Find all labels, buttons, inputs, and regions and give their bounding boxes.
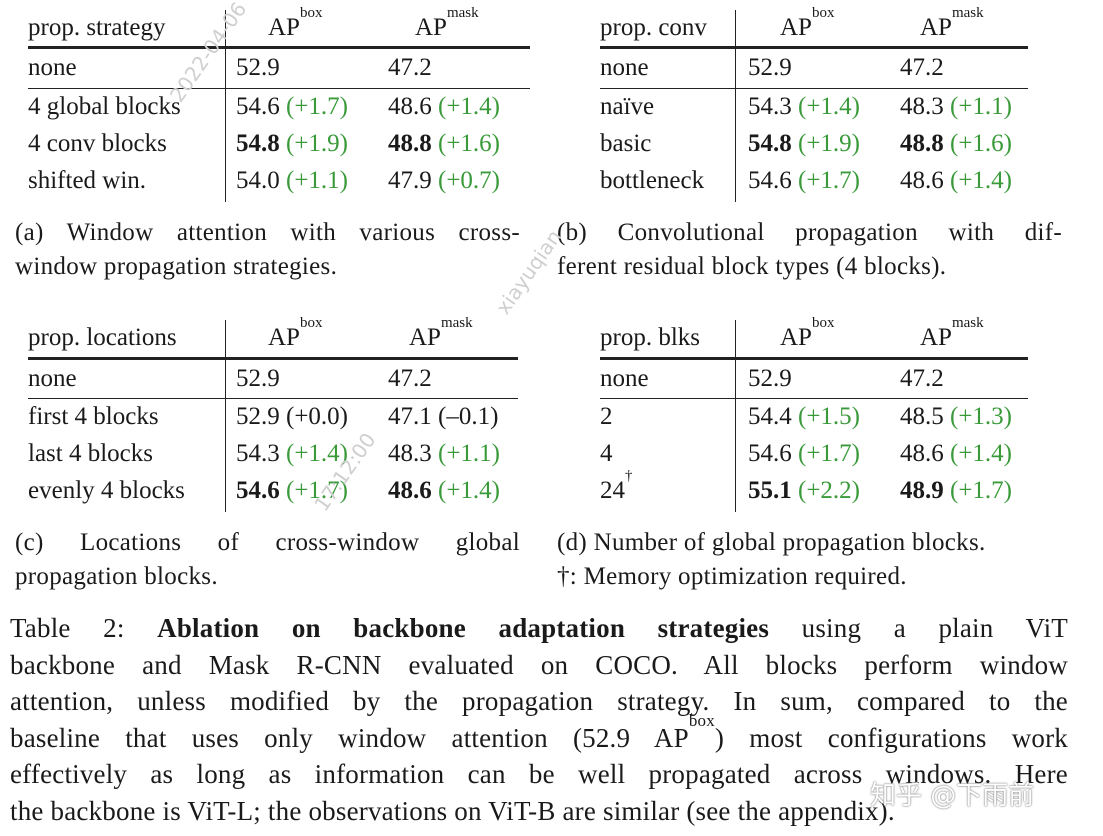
header-rule <box>600 46 1028 49</box>
header-ap-box: APbox <box>780 314 835 351</box>
header-label: prop. locations <box>28 324 177 351</box>
mask-value: 47.9 (+0.7) <box>388 167 500 194</box>
row-label: 4 global blocks <box>28 93 181 120</box>
table-b: prop. conv APbox APmask none 52.9 47.2 n… <box>600 4 1028 202</box>
box-value: 54.6 (+1.7) <box>748 167 860 194</box>
header-ap-box: APbox <box>780 4 835 41</box>
mask-value: 48.6 (+1.4) <box>388 477 500 504</box>
row-label: shifted win. <box>28 167 147 194</box>
box-value: 54.6 (+1.7) <box>236 477 348 504</box>
row-label: bottleneck <box>600 167 705 194</box>
column-divider <box>735 320 736 512</box>
column-divider <box>225 320 226 512</box>
caption-line: effectively as long as information can b… <box>10 759 1068 789</box>
caption-a: (a) Window attention with various cross-… <box>15 219 520 280</box>
column-divider <box>225 10 226 202</box>
header-ap-mask: APmask <box>409 314 473 351</box>
mask-value: 47.2 <box>388 54 432 81</box>
table-c: prop. locations APbox APmask none 52.9 4… <box>28 314 518 512</box>
table-a: prop. strategy APbox APmask none 52.9 47… <box>28 4 530 202</box>
box-value: 54.3 (+1.4) <box>748 93 860 120</box>
mask-value: 48.9 (+1.7) <box>900 477 1012 504</box>
table-caption: Table 2: Ablation on backbone adaptation… <box>10 610 1068 829</box>
box-value: 55.1 (+2.2) <box>748 477 860 504</box>
mask-value: 47.2 <box>900 54 944 81</box>
box-value: 52.9 <box>236 54 280 81</box>
row-rule <box>28 398 518 399</box>
header-ap-box: APbox <box>268 4 323 41</box>
mask-value: 48.6 (+1.4) <box>900 167 1012 194</box>
header-ap-mask: APmask <box>415 4 479 41</box>
box-value: 54.3 (+1.4) <box>236 440 348 467</box>
header-label: prop. conv <box>600 14 707 41</box>
row-label: 2 <box>600 403 613 430</box>
mask-value: 48.6 (+1.4) <box>900 440 1012 467</box>
mask-value: 48.3 (+1.1) <box>388 440 500 467</box>
box-value: 54.8 (+1.9) <box>236 130 348 157</box>
box-value: 52.9 <box>748 54 792 81</box>
caption-c: (c) Locations of cross-window global pro… <box>15 529 520 590</box>
header-rule <box>28 357 518 360</box>
row-label: none <box>600 54 649 81</box>
header-rule <box>28 46 530 49</box>
column-divider <box>735 10 736 202</box>
box-value: 54.6 (+1.7) <box>236 93 348 120</box>
mask-value: 48.3 (+1.1) <box>900 93 1012 120</box>
row-label: basic <box>600 130 652 157</box>
header-ap-mask: APmask <box>920 4 984 41</box>
mask-value: 48.8 (+1.6) <box>388 130 500 157</box>
row-rule <box>600 88 1028 89</box>
header-ap-box: APbox <box>268 314 323 351</box>
mask-value: 48.8 (+1.6) <box>900 130 1012 157</box>
box-value: 52.9 <box>748 365 792 392</box>
box-value: 54.0 (+1.1) <box>236 167 348 194</box>
mask-value: 47.1 (–0.1) <box>388 403 499 430</box>
zhihu-watermark: 知乎 @下雨前 <box>870 781 1035 811</box>
mask-value: 47.2 <box>388 365 432 392</box>
header-label: prop. strategy <box>28 14 166 41</box>
mask-value: 47.2 <box>900 365 944 392</box>
header-ap-mask: APmask <box>920 314 984 351</box>
header-label: prop. blks <box>600 324 700 351</box>
box-value: 54.4 (+1.5) <box>748 403 860 430</box>
row-label: first 4 blocks <box>28 403 159 430</box>
caption-b: (b) Convolutional propagation with dif- … <box>557 219 1062 280</box>
row-label: evenly 4 blocks <box>28 477 185 504</box>
row-rule <box>600 398 1028 399</box>
row-rule <box>28 88 530 89</box>
box-value: 54.6 (+1.7) <box>748 440 860 467</box>
row-label: 4 <box>600 440 613 467</box>
row-label: none <box>28 54 77 81</box>
caption-line: Table 2: Ablation on backbone adaptation… <box>10 613 1069 643</box>
row-label: last 4 blocks <box>28 440 153 467</box>
dagger-mark: † <box>625 467 633 484</box>
box-value: 52.9 <box>236 365 280 392</box>
row-label: 24† <box>600 467 633 504</box>
row-label: naïve <box>600 93 655 120</box>
header-rule <box>600 357 1028 360</box>
row-label: none <box>28 365 77 392</box>
row-label: none <box>600 365 649 392</box>
box-value: 54.8 (+1.9) <box>748 130 860 157</box>
caption-line: baseline that uses only window attention… <box>10 710 1068 753</box>
box-value: 52.9 (+0.0) <box>236 403 348 430</box>
caption-line: backbone and Mask R-CNN evaluated on COC… <box>10 649 1068 680</box>
mask-value: 48.5 (+1.3) <box>900 403 1012 430</box>
caption-line: the backbone is ViT-L; the observations … <box>10 795 895 826</box>
caption-d: (d) Number of global propagation blocks.… <box>557 529 986 590</box>
caption-line: attention, unless modified by the propag… <box>10 686 1068 716</box>
table-d: prop. blks APbox APmask none 52.9 47.2 2… <box>600 314 1028 512</box>
mask-value: 48.6 (+1.4) <box>388 93 500 120</box>
row-label: 4 conv blocks <box>28 130 167 157</box>
